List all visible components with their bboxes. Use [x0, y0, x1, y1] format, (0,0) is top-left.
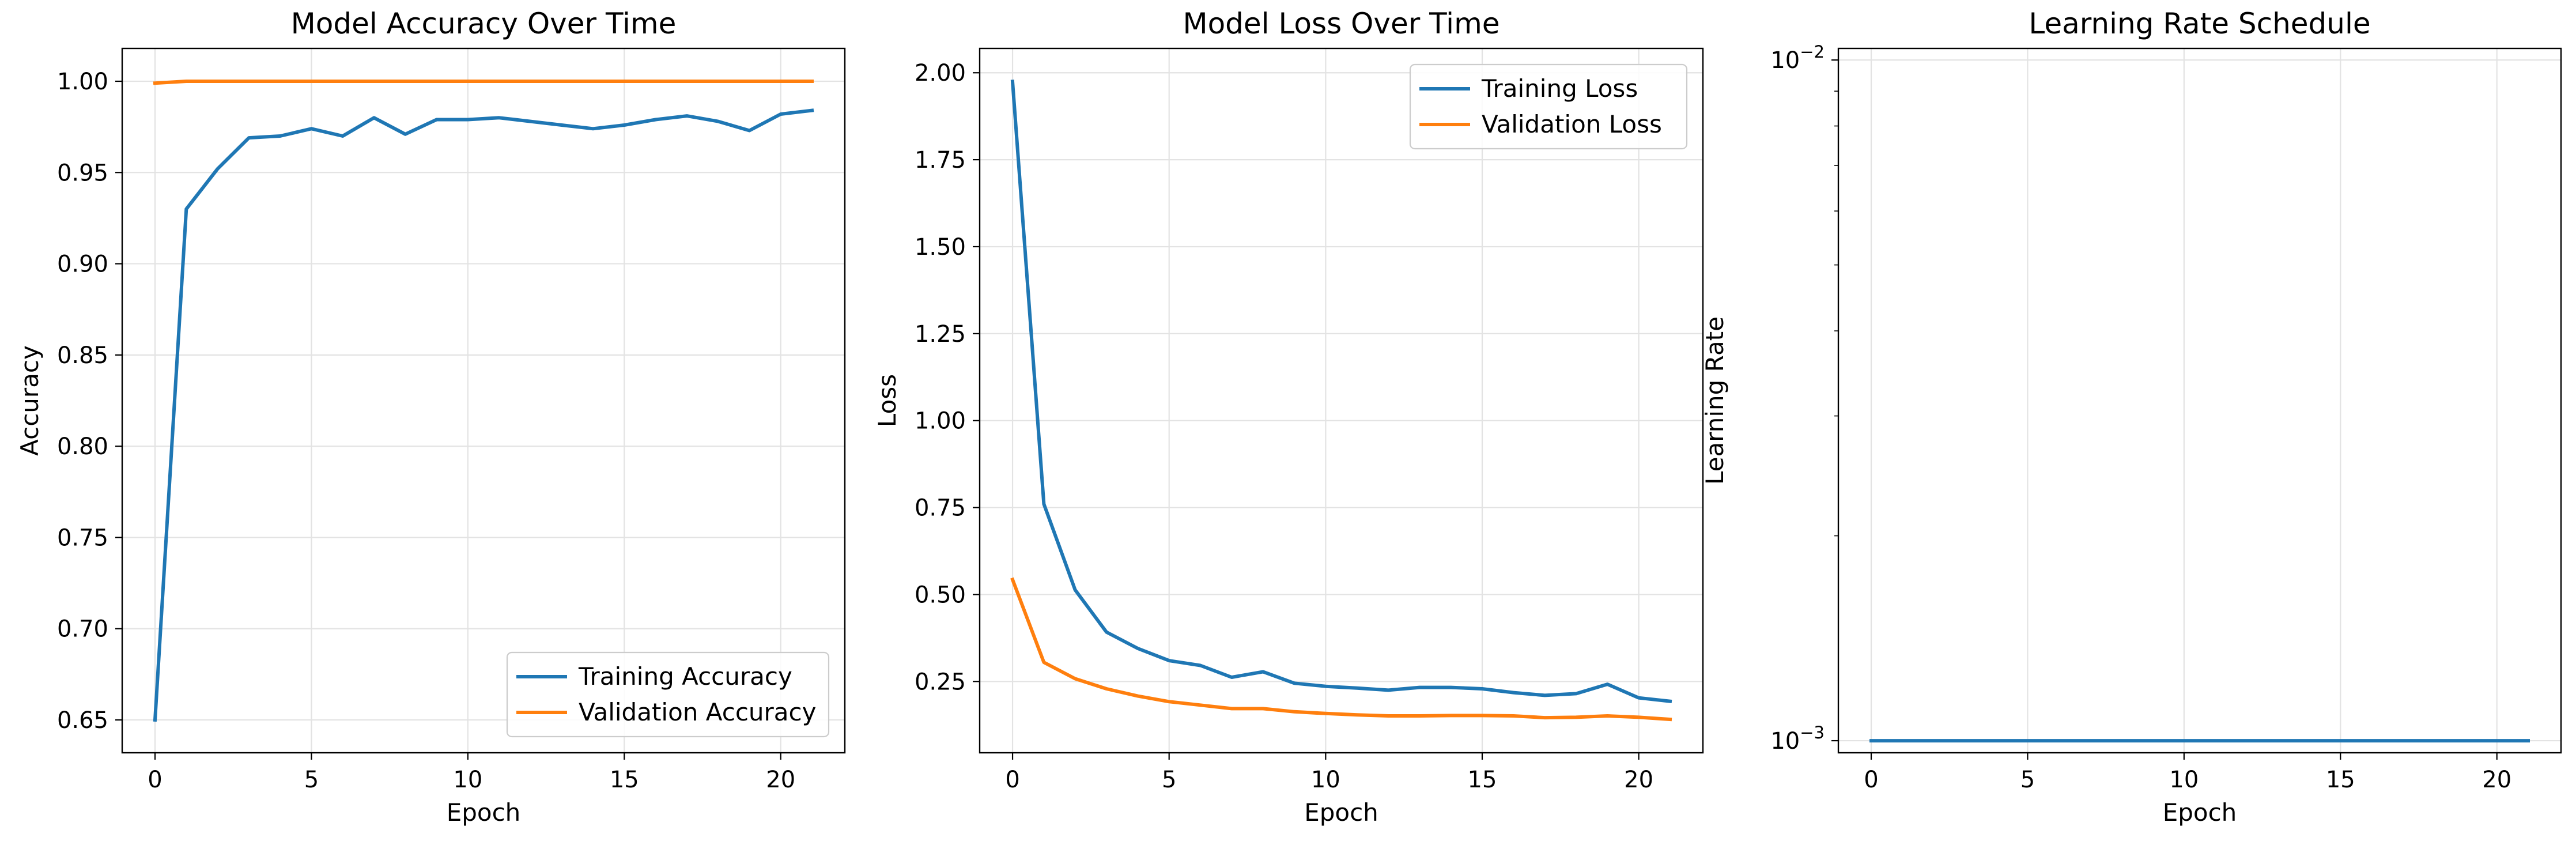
legend-label-1: Validation Loss — [1482, 110, 1662, 138]
y-axis-label: Accuracy — [16, 345, 44, 456]
y-tick-label: 1.75 — [915, 147, 966, 173]
y-tick-label: 0.95 — [57, 160, 108, 186]
chart-title: Model Loss Over Time — [1183, 7, 1499, 40]
x-tick-label: 15 — [2326, 767, 2355, 793]
x-tick-label: 5 — [304, 767, 319, 793]
x-tick-label: 20 — [766, 767, 795, 793]
axes-frame — [979, 47, 1704, 754]
y-tick-label: 1.00 — [57, 69, 108, 95]
legend-frame — [506, 651, 830, 738]
y-tick-label: 2.00 — [915, 60, 966, 86]
y-tick-label: 0.80 — [57, 433, 108, 460]
chart-loss: 0 5 10 15 20 0.25 0.50 0.75 1.00 1.25 1.50 1.75 2.00… — [873, 7, 1704, 827]
x-axis-label: Epoch — [447, 798, 521, 827]
legend: Training Loss Validation Loss — [1409, 63, 1688, 150]
y-tick-label: 0.65 — [57, 707, 108, 734]
legend-label-0: Training Loss — [1481, 74, 1638, 103]
x-tick-label: 10 — [453, 767, 482, 793]
y-tick-label-base: 10 — [1770, 47, 1800, 74]
chart-accuracy: 0 5 10 15 20 0.65 0.70 0.75 0.80 0.85 0.90 0.95 1.00… — [16, 7, 846, 827]
x-tick-label: 15 — [610, 767, 639, 793]
y-tick-label: 1.25 — [915, 321, 966, 348]
y-tick-label: 0.75 — [915, 495, 966, 522]
y-tick-label-exponent: −2 — [1800, 42, 1825, 62]
x-tick-label: 15 — [1468, 767, 1497, 793]
chart-title: Learning Rate Schedule — [2029, 7, 2370, 40]
y-tick-label: 10−2 — [1770, 42, 1825, 74]
legend-label-1: Validation Accuracy — [579, 698, 817, 726]
x-tick-label: 20 — [2482, 767, 2511, 793]
x-tick-label: 10 — [1311, 767, 1340, 793]
y-tick-label: 0.90 — [57, 251, 108, 278]
x-axis-label: Epoch — [2163, 798, 2237, 827]
legend-label-0: Training Accuracy — [578, 662, 792, 691]
y-tick-label: 0.70 — [57, 616, 108, 643]
x-tick-label: 5 — [2020, 767, 2035, 793]
axes-frame — [1837, 47, 2562, 754]
y-axis-label: Loss — [873, 374, 901, 427]
y-tick-label: 10−3 — [1770, 723, 1825, 755]
y-tick-label: 0.50 — [915, 582, 966, 608]
legend-frame — [1409, 63, 1688, 150]
y-tick-label: 1.00 — [915, 408, 966, 435]
x-tick-label: 0 — [1005, 767, 1019, 793]
x-tick-label: 0 — [1864, 767, 1878, 793]
x-tick-label: 20 — [1624, 767, 1653, 793]
y-tick-label: 0.25 — [915, 669, 966, 695]
legend: Training Accuracy Validation Accuracy — [506, 651, 830, 738]
axes-frame — [121, 47, 846, 754]
y-tick-label-base: 10 — [1770, 728, 1800, 755]
series-line-0 — [153, 108, 814, 722]
y-tick-label: 0.85 — [57, 342, 108, 369]
series-line-0 — [1010, 80, 1672, 704]
y-tick-label: 0.75 — [57, 525, 108, 551]
chart-title: Model Accuracy Over Time — [291, 7, 677, 40]
y-tick-label-exponent: −3 — [1800, 723, 1825, 742]
x-tick-label: 0 — [148, 767, 162, 793]
y-axis-label: Learning Rate — [1701, 316, 1729, 485]
series-line-1 — [1010, 577, 1672, 722]
x-tick-label: 5 — [1162, 767, 1176, 793]
x-tick-label: 10 — [2169, 767, 2199, 793]
x-axis-label: Epoch — [1304, 798, 1378, 827]
series-line-1 — [153, 80, 814, 85]
y-tick-label: 1.50 — [915, 234, 966, 261]
